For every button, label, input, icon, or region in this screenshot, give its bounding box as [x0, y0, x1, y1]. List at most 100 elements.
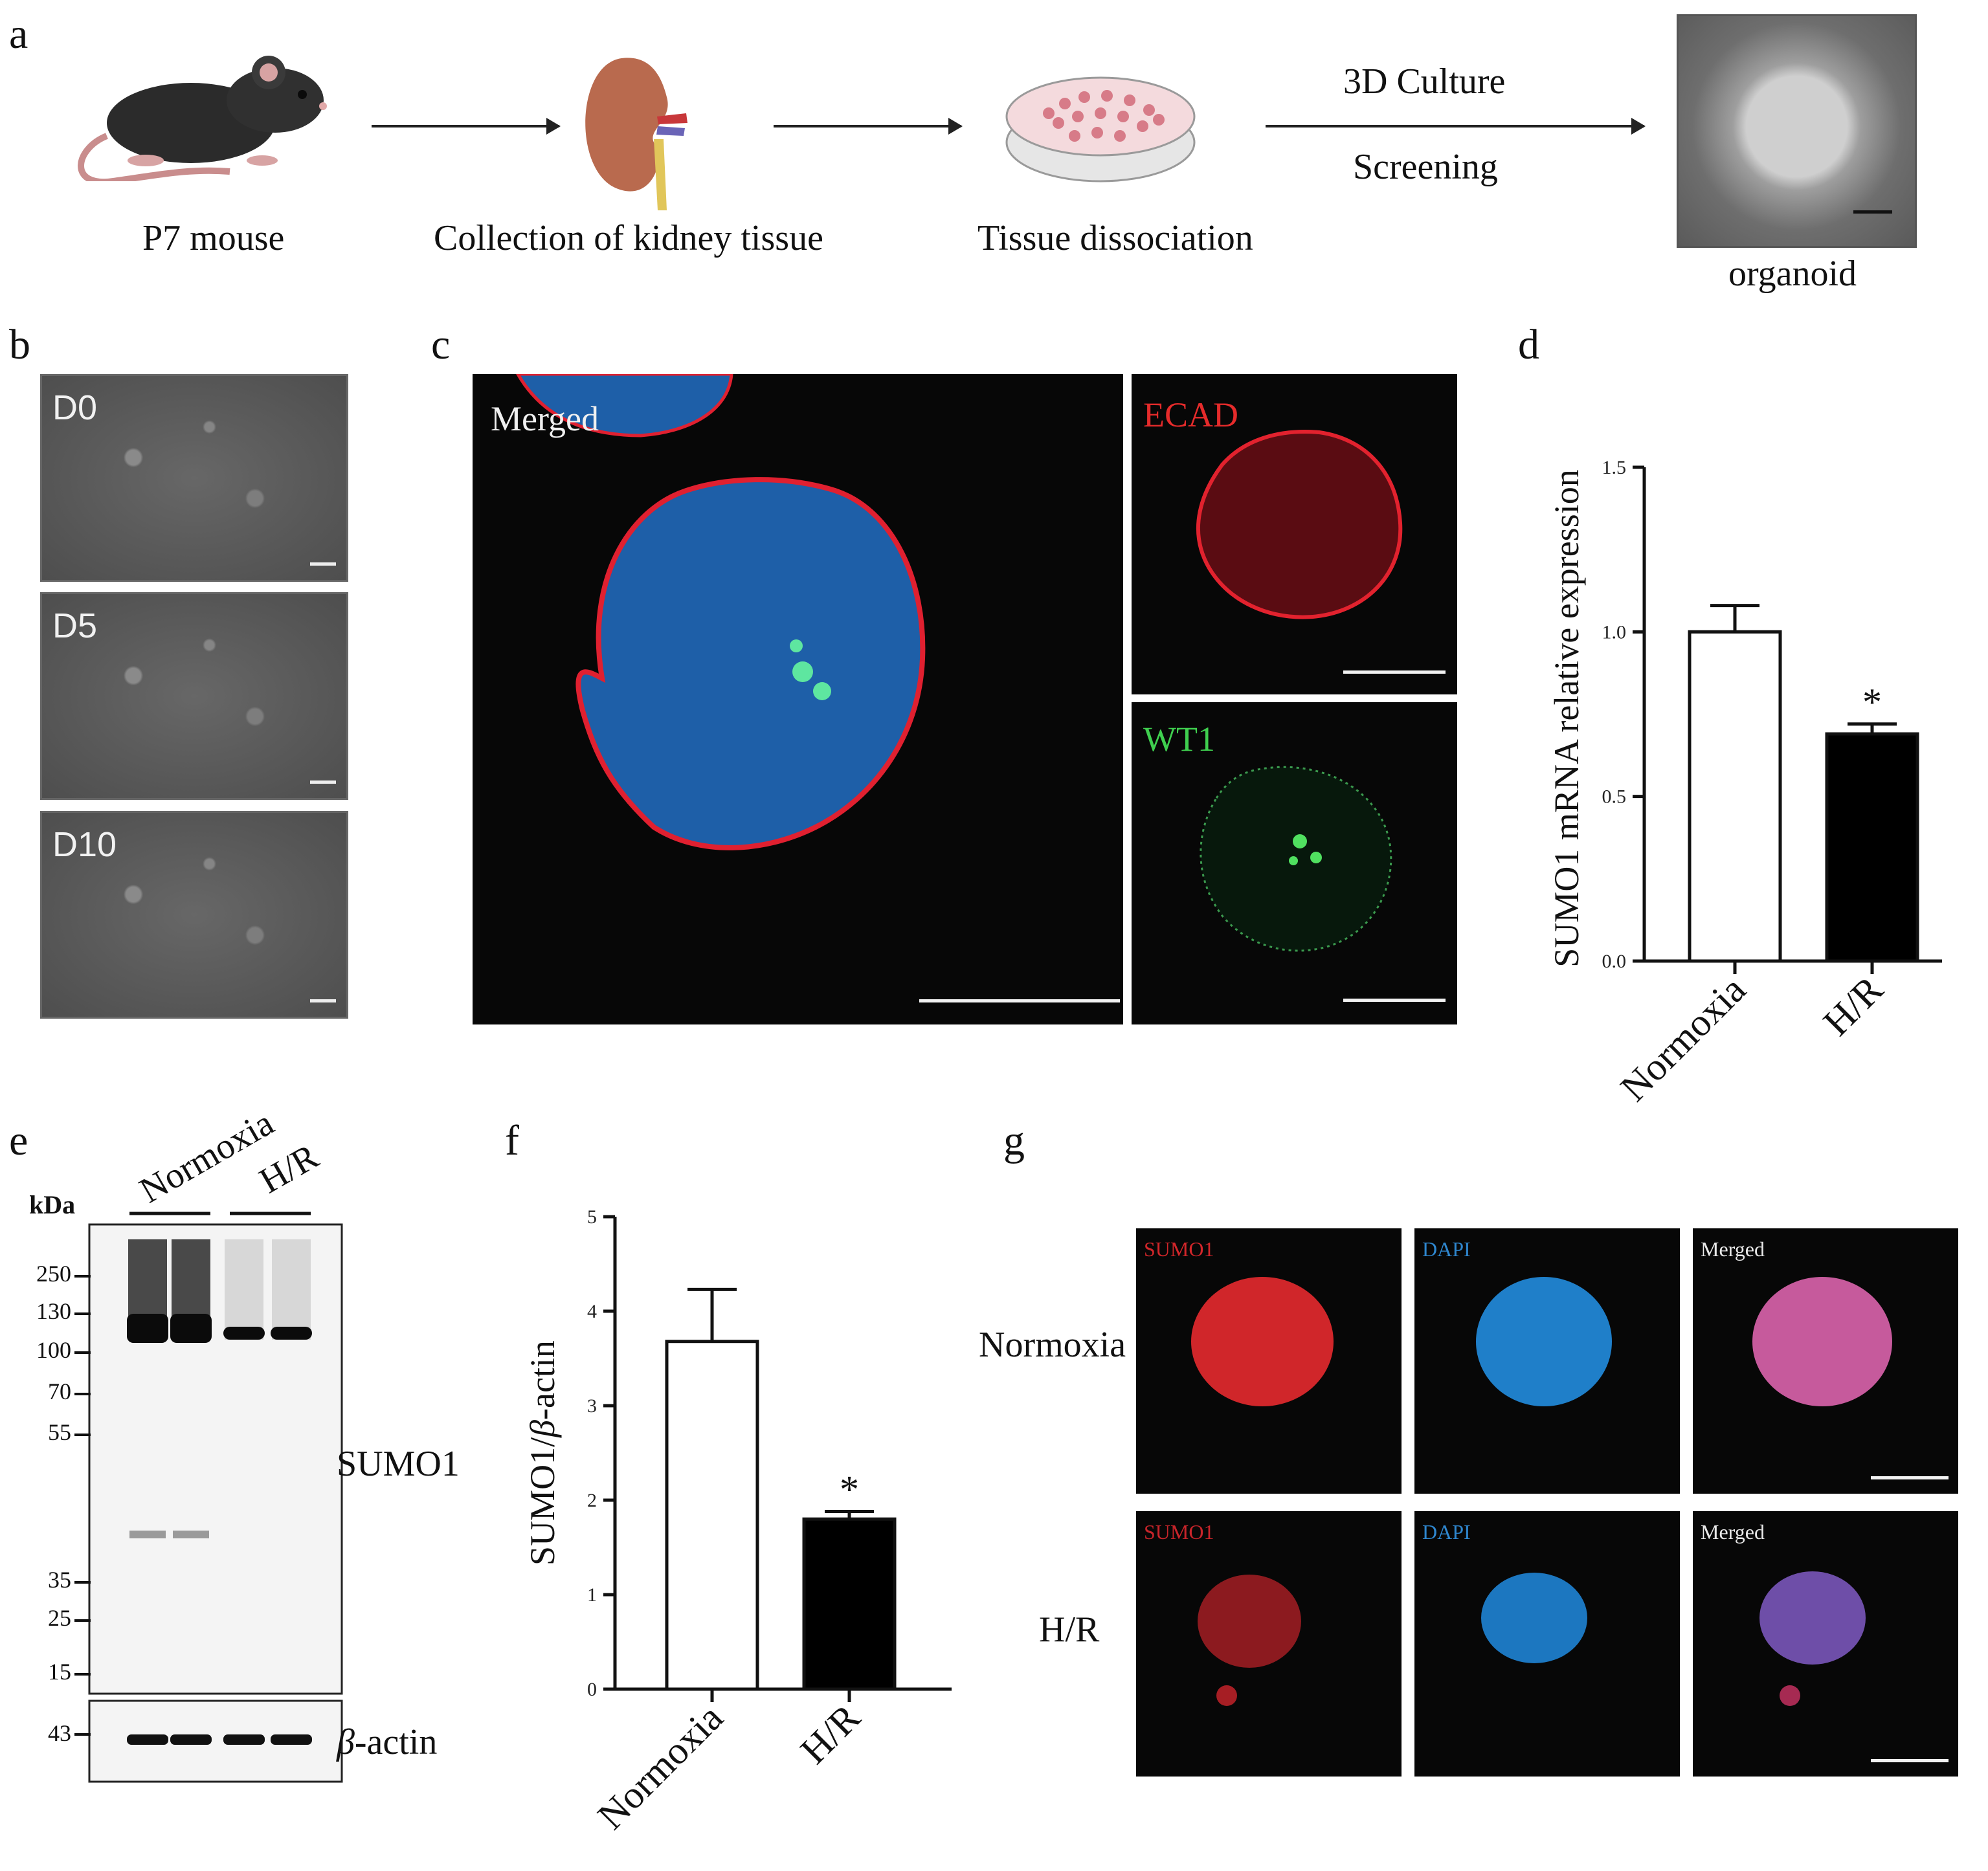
panel-label-f: f: [505, 1117, 519, 1164]
confocal-ecad: ECAD: [1132, 374, 1457, 694]
marker-label: 15: [48, 1659, 71, 1685]
significance-mark: *: [1862, 681, 1882, 724]
y-tick-label: 2: [587, 1490, 597, 1511]
panel-label-g: g: [1003, 1117, 1025, 1164]
significance-mark: *: [840, 1468, 859, 1511]
band-sumo1: [170, 1314, 212, 1343]
day-label-d0: D0: [52, 388, 98, 427]
day-label-d5: D5: [52, 606, 98, 645]
band-label-actin: β-actin: [336, 1722, 437, 1762]
bar: [1825, 732, 1919, 963]
y-tick-label: 4: [587, 1301, 597, 1322]
scale-bar: [1871, 1759, 1949, 1762]
marker-label: 55: [48, 1419, 71, 1445]
channel-label: Merged: [1701, 1520, 1765, 1544]
g-normoxia-sumo1: SUMO1: [1136, 1228, 1402, 1494]
category-label: Normoxia: [1612, 968, 1754, 1110]
arrow-1: [372, 118, 561, 135]
y-tick-label: 0.0: [1602, 951, 1627, 972]
scale-bar: [1343, 999, 1446, 1002]
y-tick-label: 3: [587, 1395, 597, 1417]
confocal-merged: Merged: [473, 374, 1123, 1024]
petri-dish-illustration: [1005, 76, 1196, 183]
category-label: H/R: [792, 1696, 868, 1772]
marker-label: 43: [48, 1720, 71, 1746]
bar: [802, 1517, 897, 1691]
panel-label-d: d: [1518, 321, 1539, 368]
g-hr-dapi: DAPI: [1414, 1511, 1680, 1777]
smear: [225, 1239, 263, 1340]
brightfield-d5: D5: [40, 592, 348, 800]
y-tick-label: 1.0: [1602, 621, 1627, 643]
label-merged: Merged: [491, 399, 599, 438]
y-tick-label: 1: [587, 1584, 597, 1606]
day-label-d10: D10: [52, 825, 117, 864]
chart-f: 0 1 2 3 4 5 Normoxia * H/R SUMO1/β-actin: [523, 1206, 952, 1838]
g-hr-merged: Merged: [1693, 1511, 1958, 1777]
arrow-label-culture: 3D Culture: [1343, 61, 1506, 102]
organoid-micrograph: [1677, 14, 1917, 248]
y-tick-label: 5: [587, 1206, 597, 1228]
band-label-sumo1: SUMO1: [337, 1444, 460, 1484]
band-actin: [223, 1734, 265, 1745]
y-axis-label: SUMO1 mRNA relative expression: [1547, 469, 1586, 967]
scale-bar: [310, 562, 336, 566]
y-tick-label: 0: [587, 1679, 597, 1700]
marker-label: 25: [48, 1605, 71, 1631]
arrow-2: [774, 118, 963, 135]
band-faint: [173, 1531, 209, 1538]
panel-label-b: b: [9, 321, 30, 368]
label-ecad: ECAD: [1143, 395, 1238, 434]
scale-bar: [1871, 1476, 1949, 1479]
brightfield-d10: D10: [40, 811, 348, 1019]
channel-label: DAPI: [1422, 1237, 1471, 1261]
channel-label: DAPI: [1422, 1520, 1471, 1544]
row-label-hr: H/R: [1039, 1610, 1100, 1650]
panel-label-c: c: [431, 321, 451, 368]
band-actin: [170, 1734, 212, 1745]
scale-bar: [919, 999, 1120, 1002]
y-axis-label: SUMO1/β-actin: [523, 1340, 562, 1566]
scale-bar: [310, 781, 336, 784]
g-hr-sumo1: SUMO1: [1136, 1511, 1402, 1777]
brightfield-d0: D0: [40, 374, 348, 582]
step-kidney: Collection of kidney tissue: [434, 218, 823, 258]
g-normoxia-dapi: DAPI: [1414, 1228, 1680, 1494]
arrow-label-screening: Screening: [1353, 147, 1498, 187]
kda-label: kDa: [29, 1190, 75, 1219]
channel-label: Merged: [1701, 1237, 1765, 1261]
y-tick-label: 0.5: [1602, 786, 1627, 808]
arrow-3: [1266, 118, 1646, 135]
step-organoid: organoid: [1728, 254, 1857, 294]
y-tick-label: 1.5: [1602, 457, 1627, 478]
row-label-normoxia: Normoxia: [979, 1325, 1126, 1365]
group-label-normoxia: Normoxia: [133, 1103, 281, 1211]
g-normoxia-merged: Merged: [1693, 1228, 1958, 1494]
panel-label-e: e: [9, 1117, 28, 1164]
smear: [272, 1239, 311, 1340]
bar: [665, 1340, 759, 1691]
confocal-wt1: WT1: [1132, 702, 1457, 1024]
bar: [1688, 630, 1782, 963]
marker-label: 100: [36, 1337, 71, 1363]
panel-label-a: a: [9, 10, 28, 58]
scale-bar: [310, 999, 336, 1002]
marker-label: 130: [36, 1298, 71, 1324]
marker-label: 35: [48, 1567, 71, 1593]
band-sumo1: [223, 1327, 265, 1340]
marker-label: 250: [36, 1261, 71, 1287]
category-label: Normoxia: [589, 1696, 731, 1838]
channel-label: SUMO1: [1144, 1520, 1214, 1544]
step-dissociation: Tissue dissociation: [977, 218, 1253, 258]
channel-label: SUMO1: [1144, 1237, 1214, 1261]
scale-bar: [1343, 670, 1446, 674]
kidney-illustration: [585, 58, 687, 210]
band-sumo1: [271, 1327, 312, 1340]
category-label: H/R: [1815, 968, 1891, 1044]
step-mouse: P7 mouse: [142, 218, 285, 258]
chart-d: 0.0 0.5 1.0 1.5 Normoxia * H/R SUMO1 mRNA relat…: [1547, 457, 1942, 1110]
organoid-scale-bar: [1853, 210, 1892, 214]
western-blot: kDa NormoxiaH/R2501301007055352515SUMO143…: [29, 1103, 460, 1783]
marker-label: 70: [48, 1378, 71, 1404]
